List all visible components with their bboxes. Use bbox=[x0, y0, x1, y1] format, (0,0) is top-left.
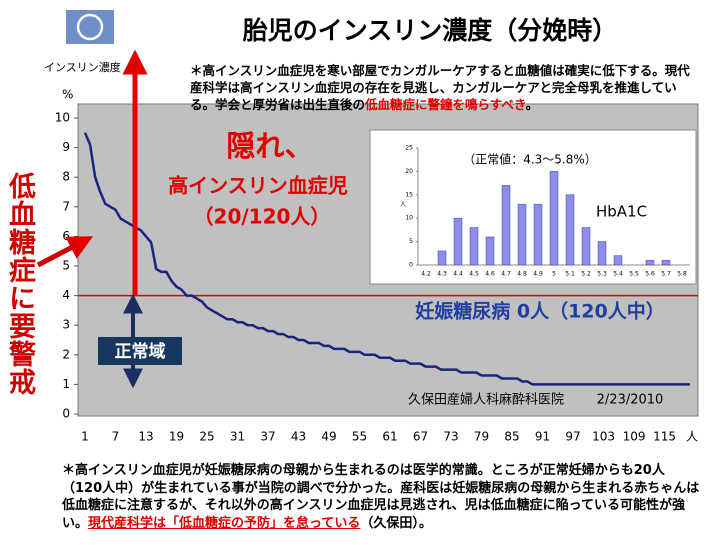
inset-bar bbox=[469, 227, 479, 266]
hyperinsulin-label: 高インスリン血症児 bbox=[168, 174, 348, 198]
note-end: （久保田）。 bbox=[360, 515, 432, 531]
x-tick-label: 109 bbox=[623, 430, 646, 444]
inset-note: （正常値：4.3～5.8%） bbox=[463, 152, 597, 167]
x-tick-label: 79 bbox=[474, 430, 489, 444]
inset-x-tick-label: 4.7 bbox=[501, 271, 511, 278]
note-highlight: 現代産科学は「低血糖症の予防」を怠っている bbox=[88, 515, 361, 531]
inset-x-tick-label: 5.2 bbox=[581, 271, 591, 278]
x-tick-label: 115 bbox=[653, 430, 676, 444]
inset-bar bbox=[613, 255, 623, 266]
y-tick-label: 3 bbox=[62, 318, 70, 332]
note-text: ＊高インスリン血症児が妊娠糖尿病の母親から生まれるのは医学的常識。ところが正常妊… bbox=[62, 463, 700, 531]
inset-bar bbox=[581, 227, 591, 266]
logo-icon bbox=[76, 13, 104, 41]
inset-y-tick-label: 15 bbox=[405, 191, 413, 198]
x-tick-label: 97 bbox=[565, 430, 580, 444]
inset-y-label: 人 bbox=[400, 202, 406, 209]
inset-bar bbox=[485, 236, 495, 266]
x-tick-label: 55 bbox=[352, 430, 367, 444]
x-tick-label: 19 bbox=[169, 430, 184, 444]
x-tick-label: 7 bbox=[112, 430, 120, 444]
inset-bar bbox=[661, 260, 671, 266]
note-text: ＊高インスリン血症児を寒い部屋でカンガルーケアすると血糖値は確実に低下する。現代… bbox=[190, 63, 690, 112]
top-note: ＊高インスリン血症児を寒い部屋でカンガルーケアすると血糖値は確実に低下する。現代… bbox=[190, 62, 695, 113]
normal-box bbox=[98, 337, 182, 365]
note-highlight: 低血糖症に警鐘を鳴らすべき bbox=[365, 97, 526, 112]
inset-y-tick-label: 5 bbox=[409, 238, 413, 245]
inset-x-tick-label: 4.5 bbox=[469, 271, 479, 278]
x-tick-label: 1 bbox=[81, 430, 89, 444]
y-tick-label: 0 bbox=[62, 407, 70, 421]
y-tick-label: 4 bbox=[62, 288, 70, 302]
inset-x-tick-label: 4.9 bbox=[533, 271, 543, 278]
x-tick-label: 49 bbox=[321, 430, 336, 444]
x-tick-label: 85 bbox=[504, 430, 519, 444]
note-end: 。 bbox=[525, 97, 539, 112]
inset-x-tick-label: 4.8 bbox=[517, 271, 527, 278]
x-unit: 人 bbox=[686, 430, 698, 444]
y-tick-label: 6 bbox=[62, 229, 70, 243]
inset-x-tick-label: 5.6 bbox=[645, 271, 655, 278]
inset-x-tick-label: 4.2 bbox=[421, 271, 431, 278]
bottom-note: ＊高インスリン血症児が妊娠糖尿病の母親から生まれるのは医学的常識。ところが正常妊… bbox=[62, 462, 702, 532]
source-label: 久保田産婦人科麻酔科医院 bbox=[408, 392, 564, 408]
gdm-label: 妊娠糖尿病 0人（120人中） bbox=[415, 300, 665, 323]
inset-x-tick-label: 5.8 bbox=[677, 271, 687, 278]
hidden-label: 隠れ、 bbox=[226, 129, 313, 163]
y-unit: % bbox=[62, 88, 73, 102]
y-tick-label: 10 bbox=[55, 111, 70, 125]
x-tick-label: 67 bbox=[413, 430, 428, 444]
inset-bar bbox=[645, 260, 655, 266]
y-tick-label: 7 bbox=[62, 199, 70, 213]
x-tick-label: 31 bbox=[230, 430, 245, 444]
inset-y-tick-label: 10 bbox=[405, 215, 413, 222]
count-label: （20/120人） bbox=[194, 205, 331, 229]
inset-x-tick-label: 5 bbox=[552, 271, 556, 278]
y-tick-label: 1 bbox=[62, 377, 70, 391]
data-line bbox=[83, 132, 690, 386]
x-tick-label: 103 bbox=[592, 430, 615, 444]
inset-frame bbox=[369, 129, 697, 285]
x-tick-label: 61 bbox=[382, 430, 397, 444]
warning-arrow bbox=[36, 236, 94, 268]
date-label: 2/23/2010 bbox=[597, 393, 664, 408]
inset-bar bbox=[597, 241, 607, 266]
x-tick-label: 91 bbox=[535, 430, 550, 444]
inset-x-tick-label: 5.1 bbox=[565, 271, 575, 278]
inset-x-tick-label: 5.5 bbox=[629, 271, 639, 278]
normal-label: 正常域 bbox=[115, 341, 166, 362]
inset-x-tick-label: 4.6 bbox=[485, 271, 495, 278]
x-tick-label: 37 bbox=[260, 430, 275, 444]
inset-x-tick-label: 5.7 bbox=[661, 271, 671, 278]
side-warning: 低血糖症に要警戒 bbox=[4, 172, 35, 396]
x-tick-label: 13 bbox=[138, 430, 153, 444]
y-tick-label: 2 bbox=[62, 347, 70, 361]
inset-bar bbox=[437, 250, 447, 266]
inset-x-tick-label: 4.3 bbox=[437, 271, 447, 278]
inset-bar bbox=[501, 185, 511, 266]
inset-bar bbox=[549, 171, 559, 266]
inset-y-tick-label: 0 bbox=[409, 262, 413, 269]
inset-bar bbox=[517, 203, 527, 266]
y-tick-label: 9 bbox=[62, 140, 70, 154]
x-tick-label: 25 bbox=[199, 430, 214, 444]
inset-x-tick-label: 5.3 bbox=[597, 271, 607, 278]
inset-bar bbox=[533, 203, 543, 266]
slide-title: 胎児のインスリン濃度（分娩時） bbox=[243, 16, 618, 45]
y-tick-label: 5 bbox=[62, 259, 70, 273]
y-axis-label: インスリン濃度 bbox=[44, 60, 121, 74]
x-tick-label: 73 bbox=[443, 430, 458, 444]
inset-label: HbA1C bbox=[596, 203, 647, 221]
inset-bar bbox=[453, 217, 463, 266]
inset-bar bbox=[565, 194, 575, 266]
inset-x-tick-label: 5.4 bbox=[613, 271, 623, 278]
inset-y-tick-label: 25 bbox=[405, 145, 413, 152]
inset-x-tick-label: 4.4 bbox=[453, 271, 463, 278]
inset-y-tick-label: 20 bbox=[405, 168, 413, 175]
y-tick-label: 8 bbox=[62, 170, 70, 184]
x-tick-label: 43 bbox=[291, 430, 306, 444]
